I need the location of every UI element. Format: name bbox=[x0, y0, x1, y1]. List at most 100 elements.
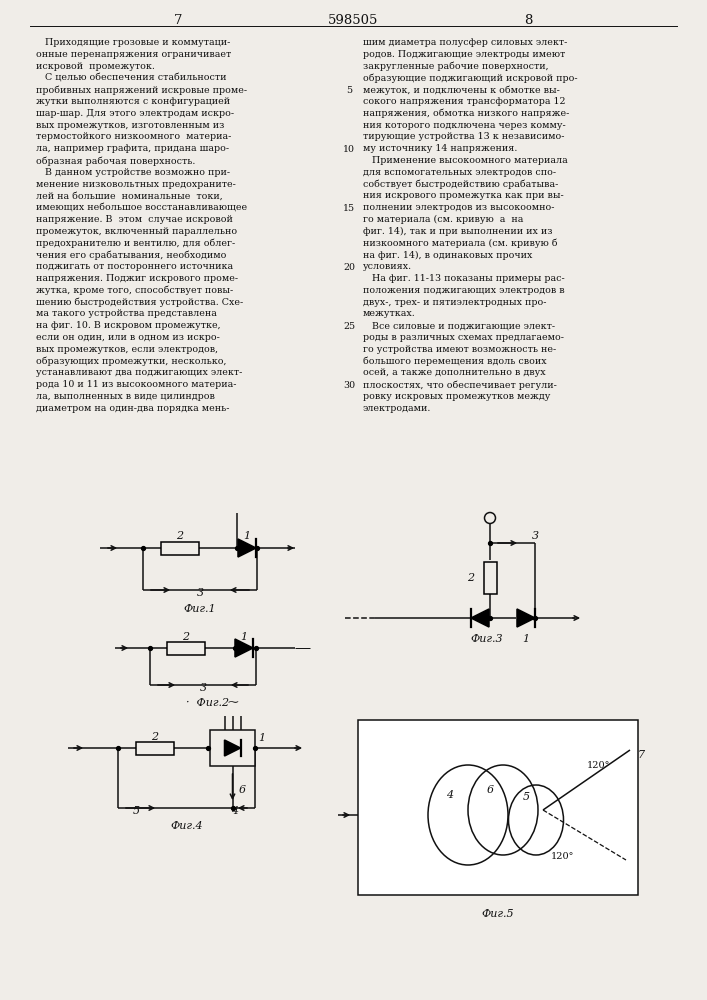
Text: родов. Поджигающие электроды имеют: родов. Поджигающие электроды имеют bbox=[363, 50, 566, 59]
Text: ла, выполненных в виде цилиндров: ла, выполненных в виде цилиндров bbox=[36, 392, 215, 401]
Text: 20: 20 bbox=[343, 263, 355, 272]
Text: Фиг.1: Фиг.1 bbox=[184, 604, 216, 614]
Text: устанавливают два поджигающих элект-: устанавливают два поджигающих элект- bbox=[36, 368, 243, 377]
Text: 120°: 120° bbox=[551, 852, 575, 861]
Text: 4: 4 bbox=[231, 806, 238, 816]
Text: Все силовые и поджигающие элект-: Все силовые и поджигающие элект- bbox=[363, 321, 555, 330]
Text: го материала (см. кривую  а  на: го материала (см. кривую а на bbox=[363, 215, 523, 224]
Text: 2: 2 bbox=[151, 732, 158, 742]
Text: ·  Фиг.2: · Фиг.2 bbox=[187, 698, 230, 708]
Text: 1: 1 bbox=[243, 531, 250, 541]
Text: пробивных напряжений искровые проме-: пробивных напряжений искровые проме- bbox=[36, 85, 247, 95]
Text: 3: 3 bbox=[532, 531, 539, 541]
Text: рода 10 и 11 из высокоомного материа-: рода 10 и 11 из высокоомного материа- bbox=[36, 380, 237, 389]
Text: 1: 1 bbox=[258, 733, 265, 743]
Text: 120°: 120° bbox=[587, 760, 610, 770]
Text: напряжение. В  этом  случае искровой: напряжение. В этом случае искровой bbox=[36, 215, 233, 224]
Text: 5: 5 bbox=[132, 806, 139, 816]
Text: 15: 15 bbox=[343, 204, 355, 213]
Polygon shape bbox=[238, 539, 256, 557]
Text: ния которого подключена через комму-: ния которого подключена через комму- bbox=[363, 121, 566, 130]
Text: фиг. 14), так и при выполнении их из: фиг. 14), так и при выполнении их из bbox=[363, 227, 552, 236]
Text: В данном устройстве возможно при-: В данном устройстве возможно при- bbox=[36, 168, 230, 177]
Text: Фиг.5: Фиг.5 bbox=[481, 909, 514, 919]
Text: образующие поджигающий искровой про-: образующие поджигающий искровой про- bbox=[363, 73, 578, 83]
Text: образующих промежутки, несколько,: образующих промежутки, несколько, bbox=[36, 357, 226, 366]
Bar bbox=[136, 742, 174, 754]
Text: 30: 30 bbox=[343, 381, 355, 390]
Text: жутка, кроме того, способствует повы-: жутка, кроме того, способствует повы- bbox=[36, 286, 233, 295]
Text: 7: 7 bbox=[174, 14, 182, 27]
Text: 3: 3 bbox=[199, 683, 206, 693]
Text: менение низковольтных предохраните-: менение низковольтных предохраните- bbox=[36, 180, 236, 189]
Text: шим диаметра полусфер силовых элект-: шим диаметра полусфер силовых элект- bbox=[363, 38, 568, 47]
Text: жутки выполняются с конфигурацией: жутки выполняются с конфигурацией bbox=[36, 97, 230, 106]
Text: чения его срабатывания, необходимо: чения его срабатывания, необходимо bbox=[36, 250, 226, 260]
Text: образная рабочая поверхность.: образная рабочая поверхность. bbox=[36, 156, 195, 165]
Text: С целью обеспечения стабильности: С целью обеспечения стабильности bbox=[36, 73, 226, 82]
Text: 4: 4 bbox=[446, 790, 454, 800]
Text: 598505: 598505 bbox=[328, 14, 378, 27]
Bar bbox=[161, 542, 199, 554]
Text: закругленные рабочие поверхности,: закругленные рабочие поверхности, bbox=[363, 62, 549, 71]
Text: положения поджигающих электродов в: положения поджигающих электродов в bbox=[363, 286, 565, 295]
Text: 5: 5 bbox=[522, 792, 530, 802]
Bar bbox=[358, 720, 638, 895]
Polygon shape bbox=[517, 609, 535, 627]
Text: большого перемещения вдоль своих: большого перемещения вдоль своих bbox=[363, 357, 547, 366]
Bar bbox=[484, 562, 496, 594]
Text: 8: 8 bbox=[524, 14, 532, 27]
Text: поджигать от постороннего источника: поджигать от постороннего источника bbox=[36, 262, 233, 271]
Text: 2: 2 bbox=[467, 573, 474, 583]
Text: 1: 1 bbox=[240, 632, 247, 642]
Text: ровку искровых промежутков между: ровку искровых промежутков между bbox=[363, 392, 550, 401]
Text: сокого напряжения трансформатора 12: сокого напряжения трансформатора 12 bbox=[363, 97, 566, 106]
Text: на фиг. 14), в одинаковых прочих: на фиг. 14), в одинаковых прочих bbox=[363, 250, 532, 260]
Text: шению быстродействия устройства. Схе-: шению быстродействия устройства. Схе- bbox=[36, 298, 243, 307]
Text: плоскостях, что обеспечивает регули-: плоскостях, что обеспечивает регули- bbox=[363, 380, 557, 390]
Text: полнении электродов из высокоомно-: полнении электродов из высокоомно- bbox=[363, 203, 554, 212]
Text: 2: 2 bbox=[177, 531, 184, 541]
Text: вых промежутков, изготовленным из: вых промежутков, изготовленным из bbox=[36, 121, 224, 130]
Text: промежуток, включенный параллельно: промежуток, включенный параллельно bbox=[36, 227, 237, 236]
Text: 25: 25 bbox=[343, 322, 355, 331]
Text: роды в различных схемах предлагаемо-: роды в различных схемах предлагаемо- bbox=[363, 333, 564, 342]
Bar bbox=[167, 642, 205, 654]
Text: искровой  промежуток.: искровой промежуток. bbox=[36, 62, 155, 71]
Text: го устройства имеют возможность не-: го устройства имеют возможность не- bbox=[363, 345, 556, 354]
Polygon shape bbox=[235, 639, 253, 657]
Text: му источнику 14 напряжения.: му источнику 14 напряжения. bbox=[363, 144, 518, 153]
Text: собствует быстродействию срабатыва-: собствует быстродействию срабатыва- bbox=[363, 180, 559, 189]
Text: Фиг.3: Фиг.3 bbox=[471, 634, 503, 644]
Text: низкоомного материала (см. кривую б: низкоомного материала (см. кривую б bbox=[363, 239, 558, 248]
Text: 5: 5 bbox=[346, 86, 352, 95]
Text: тирующие устройства 13 к независимо-: тирующие устройства 13 к независимо- bbox=[363, 132, 564, 141]
Text: Фиг.4: Фиг.4 bbox=[170, 821, 203, 831]
Polygon shape bbox=[471, 609, 489, 627]
Polygon shape bbox=[225, 740, 240, 756]
Text: условиях.: условиях. bbox=[363, 262, 412, 271]
Text: 1: 1 bbox=[522, 634, 530, 644]
Text: 3: 3 bbox=[197, 588, 204, 598]
Text: ма такого устройства представлена: ма такого устройства представлена bbox=[36, 309, 217, 318]
Text: 6: 6 bbox=[238, 785, 245, 795]
Text: имеющих небольшое восстанавливающее: имеющих небольшое восстанавливающее bbox=[36, 203, 247, 212]
Text: межутках.: межутках. bbox=[363, 309, 416, 318]
Bar bbox=[210, 730, 255, 766]
Text: ~: ~ bbox=[226, 696, 239, 710]
Text: Применение высокоомного материала: Применение высокоомного материала bbox=[363, 156, 568, 165]
Text: электродами.: электродами. bbox=[363, 404, 431, 413]
Text: для вспомогательных электродов спо-: для вспомогательных электродов спо- bbox=[363, 168, 556, 177]
Text: напряжения. Поджиг искрового проме-: напряжения. Поджиг искрового проме- bbox=[36, 274, 238, 283]
Text: если он один, или в одном из искро-: если он один, или в одном из искро- bbox=[36, 333, 220, 342]
Text: двух-, трех- и пятиэлектродных про-: двух-, трех- и пятиэлектродных про- bbox=[363, 298, 547, 307]
Text: ла, например графита, придана шаро-: ла, например графита, придана шаро- bbox=[36, 144, 229, 153]
Text: вых промежутков, если электродов,: вых промежутков, если электродов, bbox=[36, 345, 218, 354]
Text: термостойкого низкоомного  материа-: термостойкого низкоомного материа- bbox=[36, 132, 231, 141]
Text: 7: 7 bbox=[638, 750, 645, 760]
Text: предохранителю и вентилю, для облег-: предохранителю и вентилю, для облег- bbox=[36, 239, 235, 248]
Text: 10: 10 bbox=[343, 145, 355, 154]
Text: 6: 6 bbox=[486, 785, 493, 795]
Text: шар-шар. Для этого электродам искро-: шар-шар. Для этого электродам искро- bbox=[36, 109, 234, 118]
Text: На фиг. 11-13 показаны примеры рас-: На фиг. 11-13 показаны примеры рас- bbox=[363, 274, 565, 283]
